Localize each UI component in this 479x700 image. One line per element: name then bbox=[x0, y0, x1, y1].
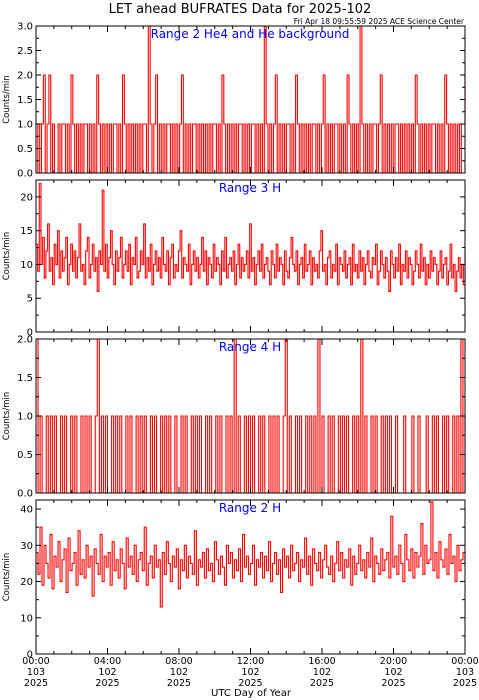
y-tick-label: 20 bbox=[20, 192, 33, 203]
y-tick-label: 1.5 bbox=[17, 373, 33, 384]
series-line bbox=[36, 25, 466, 174]
panel-title: Range 4 H bbox=[219, 340, 281, 354]
y-tick-label: 0.0 bbox=[17, 169, 33, 180]
x-tick-label: 102 bbox=[384, 667, 402, 678]
y-tick-label: 1.5 bbox=[17, 95, 33, 106]
x-axis-label: UTC Day of Year bbox=[211, 688, 292, 699]
y-axis-label: Counts/min bbox=[2, 392, 12, 441]
x-tick-label: 04:00 bbox=[94, 656, 121, 667]
x-tick-label: 2025 bbox=[24, 678, 48, 689]
plot-frame bbox=[35, 499, 466, 655]
y-axis-label: Counts/min bbox=[2, 553, 12, 602]
y-tick-label: 0.5 bbox=[17, 450, 33, 461]
panel-2: 0 5 10 15 20 Range 3 H Counts/min bbox=[2, 179, 466, 339]
y-tick-label: 10 bbox=[20, 613, 33, 624]
x-tick-label: 2025 bbox=[453, 678, 477, 689]
y-tick-label: 0.5 bbox=[17, 144, 33, 155]
panel-4: 0 10 20 30 40 Range 2 H Counts/min bbox=[2, 499, 466, 661]
x-tick-label: 2025 bbox=[238, 678, 262, 689]
y-tick-label: 1.0 bbox=[17, 120, 33, 131]
y-tick-label: 3.0 bbox=[17, 22, 33, 33]
y-tick-label: 2.0 bbox=[17, 335, 33, 346]
panel-1: 0.0 0.5 1.0 1.5 2.0 2.5 3.0 Range 2 He4 and He … bbox=[2, 22, 466, 180]
x-tick-label: 102 bbox=[170, 667, 188, 678]
x-tick-label: 12:00 bbox=[237, 656, 264, 667]
y-axis-label: Counts/min bbox=[2, 232, 12, 281]
series-line bbox=[36, 501, 466, 608]
x-tick-label: 20:00 bbox=[380, 656, 407, 667]
timestamp-label: Fri Apr 18 09:55:59 2025 ACE Science Cen… bbox=[294, 17, 465, 26]
y-tick-label: 15 bbox=[20, 226, 33, 237]
panel-title: Range 2 H bbox=[219, 501, 281, 515]
y-tick-label: 0 bbox=[27, 650, 33, 661]
y-tick-label: 30 bbox=[20, 541, 33, 552]
y-tick-label: 40 bbox=[20, 505, 33, 516]
x-tick-label: 102 bbox=[241, 667, 259, 678]
x-tick-label: 2025 bbox=[95, 678, 119, 689]
x-tick-label: 2025 bbox=[167, 678, 191, 689]
x-tick-label: 102 bbox=[98, 667, 116, 678]
y-tick-label: 10 bbox=[20, 260, 33, 271]
y-axis-label: Counts/min bbox=[2, 75, 12, 124]
y-tick-label: 2.5 bbox=[17, 46, 33, 57]
series-line bbox=[36, 338, 466, 494]
x-axis: 00:00103202504:00102202508:00102202512:0… bbox=[22, 656, 478, 689]
x-tick-label: 102 bbox=[313, 667, 331, 678]
x-tick-label: 103 bbox=[456, 667, 474, 678]
y-tick-label: 2.0 bbox=[17, 71, 33, 82]
y-tick-label: 0 bbox=[27, 328, 33, 339]
panel-title: Range 2 He4 and He background bbox=[151, 27, 350, 41]
x-tick-label: 00:00 bbox=[22, 656, 49, 667]
x-tick-label: 16:00 bbox=[308, 656, 335, 667]
panel-title: Range 3 H bbox=[219, 181, 281, 195]
panel-3: 0.0 0.5 1.0 1.5 2.0 Range 4 H Counts/min bbox=[2, 335, 466, 500]
y-tick-label: 0.0 bbox=[17, 489, 33, 500]
y-tick-label: 5 bbox=[27, 294, 33, 305]
figure-title: LET ahead BUFRATES Data for 2025-102 bbox=[109, 2, 372, 17]
series-line bbox=[36, 182, 466, 293]
x-tick-label: 103 bbox=[27, 667, 45, 678]
x-tick-label: 2025 bbox=[310, 678, 334, 689]
y-tick-label: 20 bbox=[20, 577, 33, 588]
panels-group: 0.0 0.5 1.0 1.5 2.0 2.5 3.0 Range 2 He4 and He … bbox=[2, 22, 466, 661]
x-tick-label: 08:00 bbox=[165, 656, 192, 667]
x-tick-label: 2025 bbox=[381, 678, 405, 689]
y-tick-label: 1.0 bbox=[17, 412, 33, 423]
x-tick-label: 00:00 bbox=[451, 656, 478, 667]
